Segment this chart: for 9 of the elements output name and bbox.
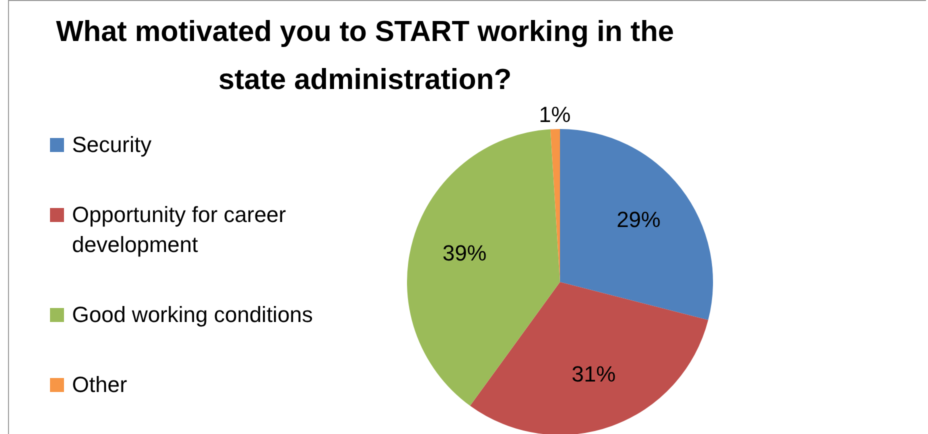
legend-label: Other [72, 371, 128, 399]
data-label: 29% [616, 207, 661, 232]
chart-title: What motivated you to START working in the state administration? [54, 15, 676, 98]
data-label: 31% [572, 362, 616, 387]
legend-label: Good working conditions [72, 301, 313, 329]
legend-label: Opportunity for career development [72, 201, 287, 259]
data-label: 39% [442, 240, 487, 266]
data-label: 1% [538, 102, 571, 128]
legend-label: Security [72, 131, 152, 159]
